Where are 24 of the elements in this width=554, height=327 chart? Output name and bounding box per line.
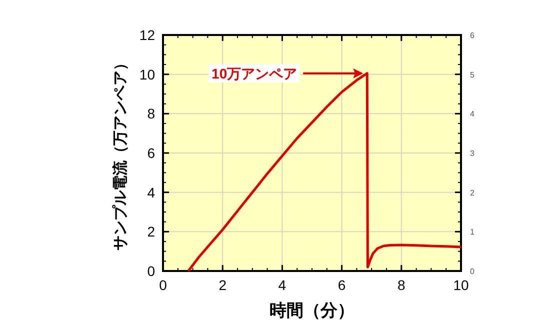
- y2-tick-label: 3: [470, 149, 475, 158]
- y-tick-label: 10: [139, 66, 156, 82]
- y2-tick-label: 4: [470, 110, 475, 119]
- y2-tick-label: 6: [470, 31, 475, 40]
- x-tick-label: 6: [338, 277, 346, 293]
- y-axis-title: サンプル電流（万アンペア）: [111, 56, 129, 250]
- y-tick-label: 8: [147, 106, 156, 122]
- y2-tick-label: 0: [470, 267, 475, 276]
- y-tick-label: 12: [139, 27, 156, 43]
- annotation: 10万アンペア: [208, 64, 364, 82]
- annotation: 10万アンペア: [212, 65, 298, 82]
- x-tick-label: 0: [159, 277, 168, 293]
- y2-tick-label: 1: [470, 228, 475, 237]
- y2-tick-label: 2: [470, 188, 475, 198]
- x-tick-label: 8: [398, 277, 406, 293]
- y-tick-label: 2: [147, 224, 156, 240]
- x-tick-label: 4: [278, 277, 286, 293]
- y2-tick-label: 5: [470, 70, 475, 80]
- x-tick-label: 2: [218, 277, 227, 293]
- x-tick-label: 10: [453, 277, 469, 293]
- x-axis-title: 時間（分）: [270, 301, 354, 320]
- y-tick-label: 0: [147, 263, 156, 279]
- y-tick-label: 6: [147, 145, 156, 161]
- y-tick-label: 4: [147, 184, 156, 200]
